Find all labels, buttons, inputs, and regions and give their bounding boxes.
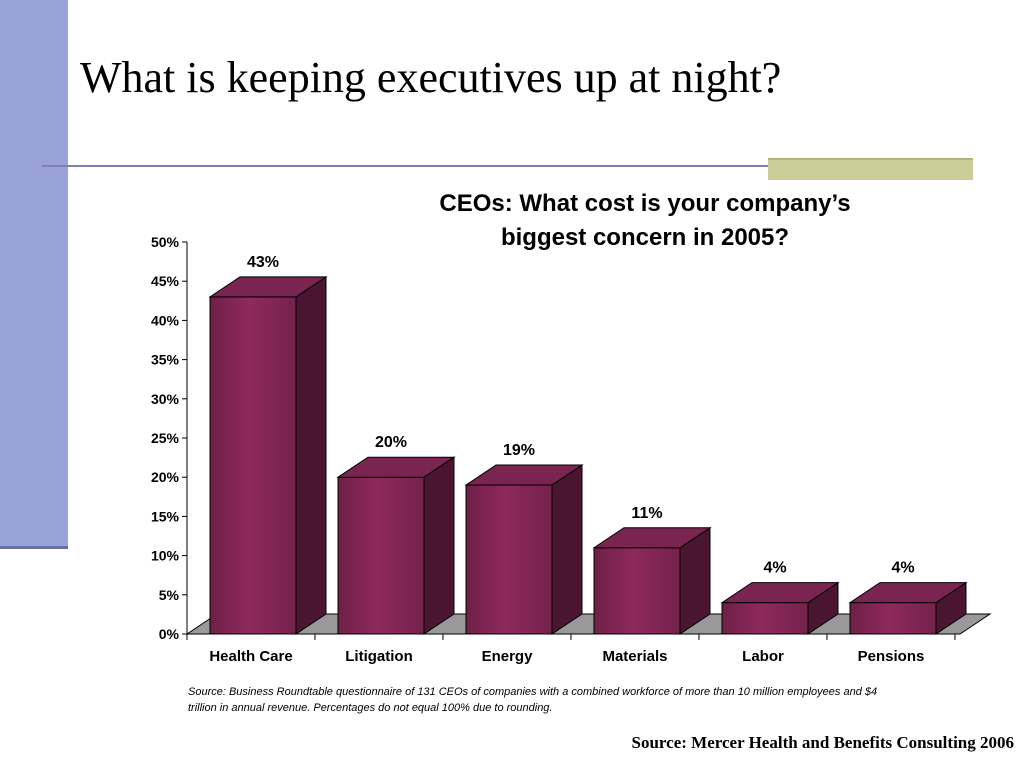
slide-title: What is keeping executives up at night?	[80, 53, 782, 102]
bar-side	[551, 464, 583, 635]
bar	[593, 547, 681, 635]
title-underline	[42, 165, 972, 167]
y-tick-label: 50%	[151, 234, 180, 250]
bar	[209, 296, 297, 635]
bar	[337, 476, 425, 635]
y-tick-label: 30%	[151, 391, 180, 407]
bar-top	[464, 464, 584, 486]
data-label: 4%	[763, 560, 786, 577]
bar-side	[295, 275, 327, 635]
y-tick-label: 15%	[151, 508, 180, 524]
bar-top	[720, 582, 840, 604]
bar-top	[336, 456, 456, 478]
chart-title: CEOs: What cost is your company’s bigges…	[385, 187, 905, 255]
bar-top	[848, 582, 968, 604]
bar-top	[208, 276, 328, 298]
accent-block	[768, 158, 973, 180]
chart-title-line-1: CEOs: What cost is your company’s	[439, 190, 851, 217]
chart-title-line-2: biggest concern in 2005?	[500, 224, 790, 251]
bar	[465, 484, 553, 635]
left-decorative-bar	[0, 0, 68, 549]
y-tick-label: 35%	[151, 352, 180, 368]
data-label: 19%	[503, 442, 535, 459]
bar	[849, 602, 937, 635]
y-tick-label: 20%	[151, 469, 180, 485]
bar-chart: 0% 5% 10% 15% 20% 25% 30% 35% 40% 45% 50% 43% Health…	[151, 234, 992, 665]
bar-side	[423, 456, 455, 635]
y-tick-label: 40%	[151, 312, 180, 328]
x-tick-label: Energy	[482, 648, 534, 665]
source-note: Source: Mercer Health and Benefits Consu…	[631, 733, 1014, 752]
data-label: 4%	[891, 560, 914, 577]
y-tick-label: 0%	[159, 626, 180, 642]
data-label: 20%	[375, 434, 407, 451]
x-tick-label: Pensions	[858, 648, 925, 665]
x-tick-label: Labor	[742, 648, 784, 665]
x-tick-label: Materials	[602, 648, 667, 665]
y-tick-label: 45%	[151, 273, 180, 289]
y-tick-label: 25%	[151, 430, 180, 446]
bar-top	[592, 527, 712, 549]
x-tick-label: Health Care	[209, 648, 292, 665]
bar	[721, 602, 809, 635]
y-tick-label: 5%	[159, 587, 180, 603]
chart-footnote: Source: Business Roundtable questionnair…	[188, 686, 878, 714]
x-tick-label: Litigation	[345, 648, 413, 665]
data-label: 11%	[631, 505, 662, 522]
data-label: 43%	[247, 254, 279, 271]
y-tick-label: 10%	[151, 548, 180, 564]
